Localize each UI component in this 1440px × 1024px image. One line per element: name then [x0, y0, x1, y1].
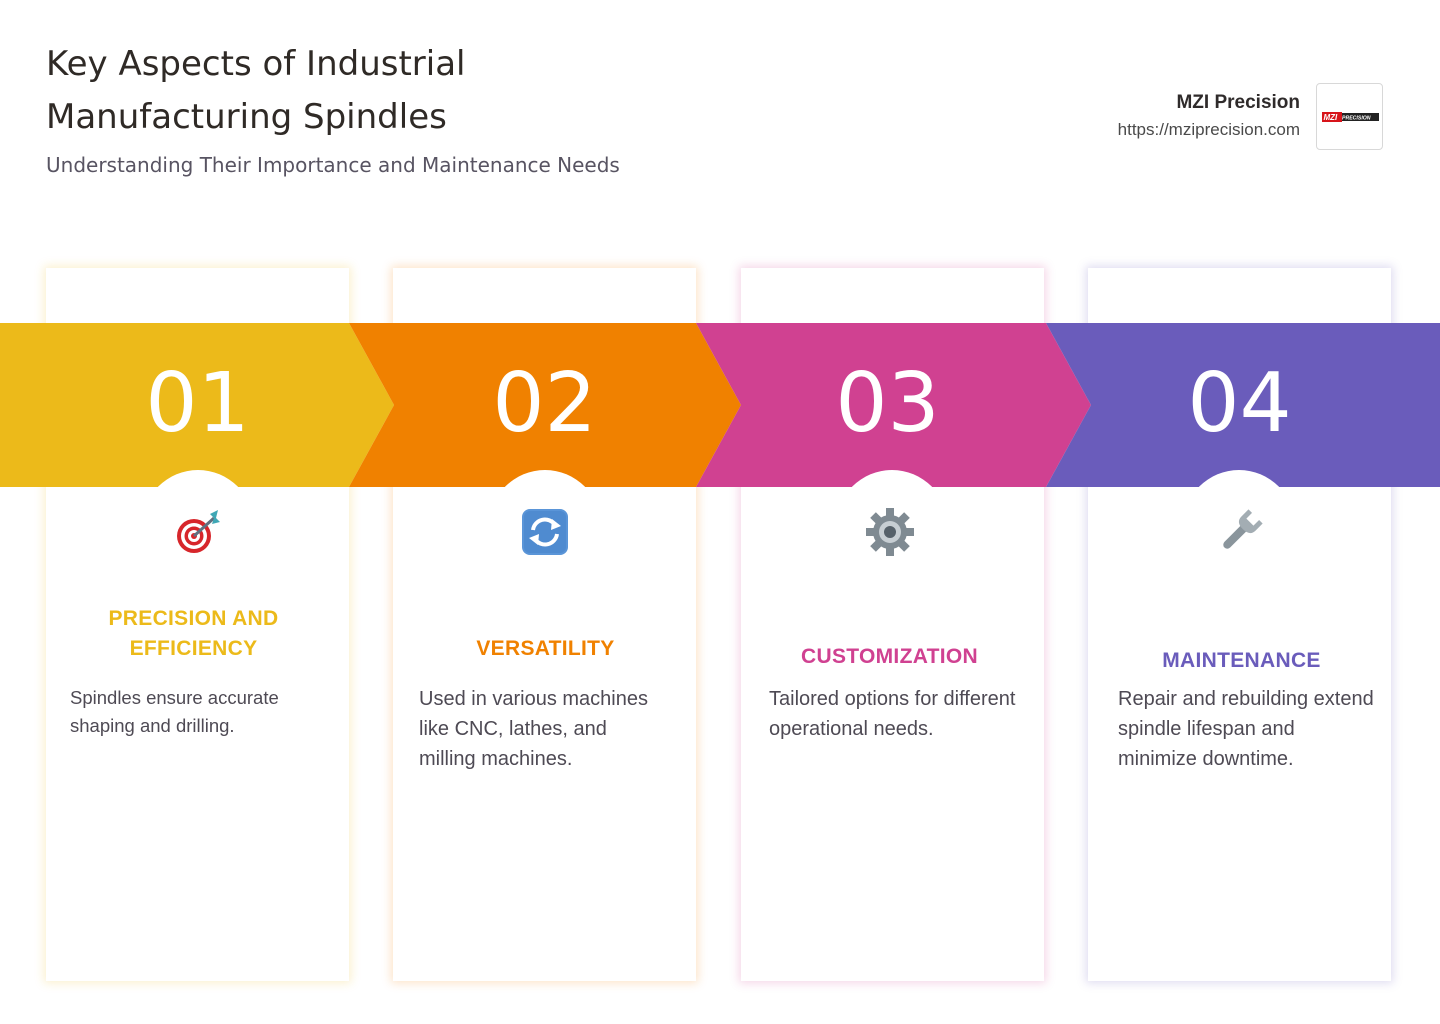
page-title: Key Aspects of Industrial Manufacturing …: [46, 44, 466, 137]
refresh-arrows-icon: [393, 506, 696, 562]
brand-logo: MZI PRECISION: [1316, 83, 1383, 150]
step-heading-03: CUSTOMIZATION: [801, 645, 978, 668]
step-description-02: Used in various machines like CNC, lathe…: [419, 688, 648, 770]
step-number-04: 04: [1187, 356, 1292, 451]
brand-block: MZI Precision https://mziprecision.com: [1118, 90, 1300, 144]
brand-name: MZI Precision: [1176, 92, 1300, 113]
step-heading-04: MAINTENANCE: [1162, 649, 1321, 672]
page-subtitle: Understanding Their Importance and Maint…: [46, 153, 620, 177]
wrench-icon: [1088, 506, 1391, 562]
step-description-03: Tailored options for different operation…: [769, 688, 1016, 740]
logo-mark-icon: MZI PRECISION: [1322, 112, 1379, 122]
brand-url[interactable]: https://mziprecision.com: [1117, 120, 1300, 139]
icon-bump-04: [1183, 470, 1295, 582]
gear-icon: [738, 506, 1041, 562]
step-heading-01: PRECISION AND EFFICIENCY: [108, 607, 279, 660]
step-number-01: 01: [145, 356, 250, 451]
step-description-04: Repair and rebuilding extend spindle lif…: [1118, 688, 1374, 770]
svg-text:PRECISION: PRECISION: [1342, 116, 1371, 122]
step-heading-02: VERSATILITY: [476, 637, 615, 660]
step-number-03: 03: [835, 356, 940, 451]
step-description-01: Spindles ensure accurate shaping and dri…: [70, 687, 279, 736]
step-number-02: 02: [492, 356, 597, 451]
target-icon: [46, 506, 349, 562]
svg-text:MZI: MZI: [1324, 113, 1339, 122]
